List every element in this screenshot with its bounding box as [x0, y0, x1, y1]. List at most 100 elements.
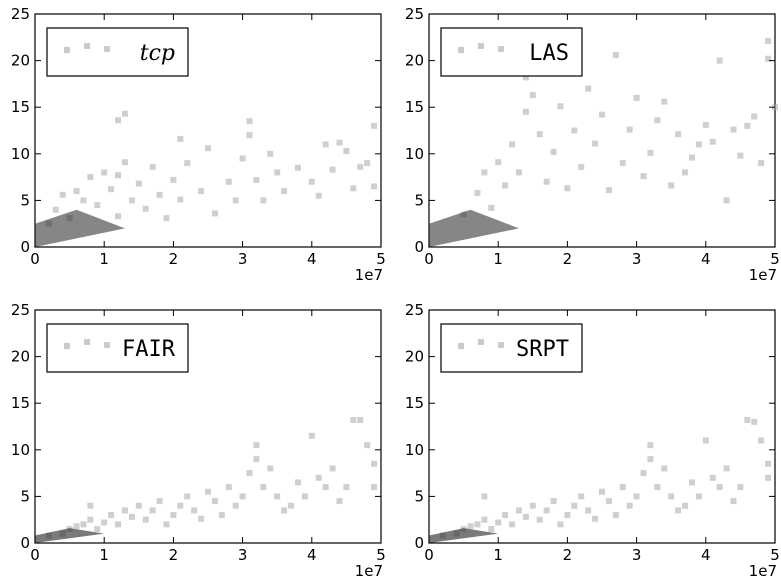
data-point: [121, 110, 128, 117]
scatter-points: [45, 110, 378, 227]
data-point: [267, 150, 274, 157]
data-point: [364, 442, 371, 449]
data-point: [599, 488, 605, 495]
data-point: [585, 507, 592, 514]
legend-box: [46, 323, 189, 373]
data-point: [488, 526, 495, 533]
data-point: [253, 456, 260, 463]
data-point: [474, 521, 481, 528]
y-tick-label: 10: [405, 441, 424, 459]
data-point: [682, 169, 689, 176]
data-point: [529, 502, 536, 509]
data-point: [495, 159, 502, 166]
y-tick-label: 15: [405, 394, 424, 412]
data-point: [198, 515, 205, 522]
data-point: [115, 172, 122, 179]
data-point: [481, 169, 488, 176]
data-point: [612, 52, 619, 59]
x-tick-label: 5: [376, 546, 386, 564]
y-tick-label: 20: [405, 52, 424, 70]
data-point: [564, 512, 571, 519]
x-tick-label: 3: [238, 546, 248, 564]
data-point: [184, 493, 191, 500]
data-point: [115, 521, 122, 528]
data-point: [619, 484, 626, 491]
x-multiplier-label: 1e7: [749, 266, 777, 284]
data-point: [142, 205, 149, 212]
x-tick-label: 0: [424, 546, 434, 564]
data-point: [371, 484, 378, 491]
x-tick-label: 5: [770, 546, 780, 564]
data-point: [709, 474, 716, 481]
data-point: [350, 416, 357, 423]
legend-label: SRPT: [516, 337, 569, 362]
y-tick-label: 10: [11, 145, 30, 163]
y-tick-label: 20: [11, 348, 30, 366]
dense-point-cluster: [429, 528, 499, 543]
data-point: [688, 479, 695, 486]
x-multiplier-label: 1e7: [355, 562, 383, 577]
data-point: [467, 523, 474, 530]
y-tick-label: 5: [20, 191, 30, 209]
data-point: [592, 140, 599, 147]
data-point: [94, 202, 101, 209]
x-tick-label: 3: [632, 546, 642, 564]
data-point: [737, 152, 744, 159]
data-point: [744, 122, 751, 129]
data-point: [163, 215, 170, 222]
legend-marker: [104, 46, 110, 52]
data-point: [260, 484, 267, 491]
data-point: [675, 131, 682, 138]
data-point: [288, 502, 295, 509]
legend-marker: [104, 342, 110, 348]
data-point: [647, 456, 654, 463]
scatter-points: [439, 416, 772, 539]
data-point: [509, 521, 516, 528]
data-point: [654, 117, 661, 124]
data-point: [108, 512, 115, 519]
legend: FAIR: [46, 323, 189, 373]
subplot-las: 0 1 2 3 4 5 0 5 10 15 20 25 1e7 LAS: [405, 5, 780, 284]
dense-point-cluster: [35, 528, 105, 543]
data-point: [87, 502, 94, 509]
data-point: [633, 94, 640, 101]
data-point: [315, 474, 322, 481]
data-point: [142, 516, 149, 523]
legend-marker: [478, 43, 484, 49]
data-point: [557, 103, 564, 110]
data-point: [225, 178, 232, 185]
data-point: [509, 141, 516, 148]
data-point: [661, 465, 668, 472]
x-tick-label: 1: [99, 546, 109, 564]
data-point: [488, 204, 495, 211]
data-point: [218, 512, 225, 519]
data-point: [94, 526, 101, 533]
data-point: [371, 460, 378, 467]
data-point: [246, 132, 253, 139]
x-tick-label: 4: [307, 546, 317, 564]
data-point: [661, 98, 668, 105]
data-point: [205, 488, 211, 495]
data-point: [135, 180, 142, 187]
y-tick-label: 15: [11, 98, 30, 116]
data-point: [121, 159, 128, 166]
data-point: [654, 484, 661, 491]
data-point: [246, 118, 253, 125]
data-point: [744, 416, 751, 423]
data-point: [522, 108, 529, 115]
data-point: [668, 182, 675, 189]
data-point: [149, 507, 156, 514]
data-point: [198, 188, 205, 195]
data-point: [702, 121, 709, 128]
data-point: [149, 163, 156, 170]
data-point: [170, 512, 177, 519]
data-point: [343, 484, 350, 491]
data-point: [73, 188, 80, 195]
data-point: [357, 416, 364, 423]
legend-label: FAIR: [122, 337, 176, 362]
data-point: [626, 126, 633, 133]
legend-marker: [498, 46, 504, 52]
data-point: [371, 183, 378, 190]
y-tick-label: 5: [414, 191, 424, 209]
data-point: [101, 169, 108, 176]
